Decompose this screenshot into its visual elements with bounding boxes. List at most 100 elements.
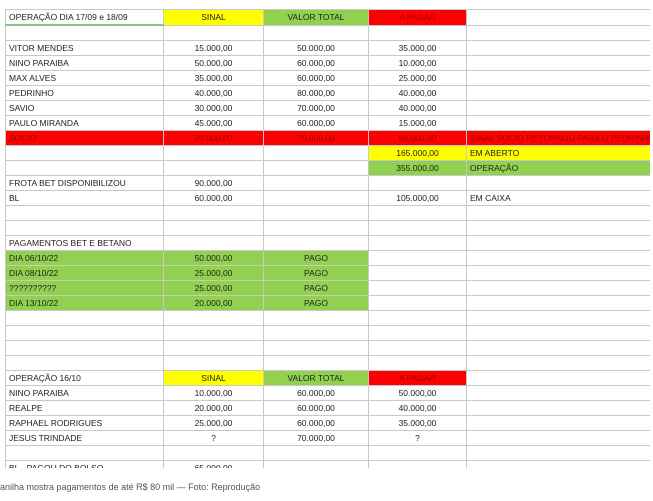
sheet-cell <box>263 340 369 356</box>
sheet-cell: SINAL <box>163 370 264 386</box>
sheet-row: PAGAMENTOS BET E BETANO <box>5 235 650 251</box>
sheet-cell: 60.000,00 <box>263 55 369 71</box>
sheet-cell: 35.000,00 <box>368 415 467 431</box>
sheet-cell <box>368 235 467 251</box>
sheet-cell: SOCIO <box>5 130 164 146</box>
sheet-cell: OPERAÇÃO 16/10 <box>5 370 164 386</box>
photo-caption: anilha mostra pagamentos de até R$ 80 mi… <box>0 482 261 492</box>
sheet-cell <box>466 205 650 221</box>
sheet-cell: EM CAIXA <box>466 190 650 206</box>
sheet-cell <box>263 235 369 251</box>
sheet-cell <box>466 115 650 131</box>
sheet-cell <box>263 24 369 41</box>
sheet-cell: FROTA BET DISPONIBILIZOU <box>5 175 164 191</box>
sheet-cell: 60.000,00 <box>263 415 369 431</box>
sheet-row: JESUS TRINDADE? 70.000,00? <box>5 430 650 446</box>
sheet-row: DIA 13/10/22 20.000,00 PAGO <box>5 295 650 311</box>
sheet-row: OPERAÇÃO DIA 17/09 e 18/09 SINAL VALOR TOT… <box>5 9 650 26</box>
sheet-cell: 25.000,00 <box>163 265 264 281</box>
sheet-cell <box>5 355 164 371</box>
sheet-cell <box>263 325 369 341</box>
sheet-cell: 15.000,00 <box>163 40 264 56</box>
sheet-row <box>5 24 650 41</box>
sheet-cell: NINO PARAIBA <box>5 55 164 71</box>
sheet-cell <box>163 24 264 41</box>
sheet-cell: JESUS TRINDADE <box>5 430 164 446</box>
sheet-cell: NINO PARAIBA <box>5 385 164 401</box>
sheet-cell: DIA 06/10/22 <box>5 250 164 266</box>
sheet-cell: 35.000,00 <box>163 70 264 86</box>
sheet-cell: PAGO <box>263 250 369 266</box>
sheet-cell: 60.000,00 <box>263 400 369 416</box>
sheet-row <box>5 445 650 461</box>
sheet-row <box>5 340 650 356</box>
sheet-cell: ? <box>163 430 264 446</box>
sheet-cell <box>368 220 467 236</box>
sheet-cell: 40.000,00 <box>368 85 467 101</box>
sheet-cell <box>466 85 650 101</box>
sheet-cell: 105.000,00 <box>368 190 467 206</box>
sheet-cell: 40.000,00 <box>368 400 467 416</box>
sheet-cell: SINAL <box>163 9 264 26</box>
sheet-cell <box>368 205 467 221</box>
sheet-row: NINO PARAIBA 10.000,00 60.000,00 50.000,00 <box>5 385 650 401</box>
sheet-cell <box>466 280 650 296</box>
sheet-cell <box>466 325 650 341</box>
sheet-cell <box>466 340 650 356</box>
sheet-cell <box>163 355 264 371</box>
sheet-cell <box>466 445 650 461</box>
sheet-cell: 50.000,00 <box>368 130 467 146</box>
sheet-cell <box>368 355 467 371</box>
sheet-cell <box>368 250 467 266</box>
sheet-cell <box>466 24 650 41</box>
sheet-cell: ?????????? <box>5 280 164 296</box>
sheet-cell <box>466 40 650 56</box>
sheet-cell <box>163 325 264 341</box>
sheet-cell <box>466 175 650 191</box>
sheet-cell <box>368 325 467 341</box>
sheet-cell: 25.000,00 <box>163 415 264 431</box>
sheet-cell <box>5 145 164 161</box>
sheet-cell <box>466 460 650 468</box>
sheet-cell: PAGO <box>263 295 369 311</box>
sheet-row: BL 60.000,00 105.000,00 EM CAIXA <box>5 190 650 206</box>
sheet-cell: RAPHAEL RODRIGUES <box>5 415 164 431</box>
sheet-row: FROTA BET DISPONIBILIZOU 90.000,00 <box>5 175 650 191</box>
sheet-cell: 25.000,00 <box>368 70 467 86</box>
sheet-cell <box>5 340 164 356</box>
sheet-cell: 40.000,00 <box>368 100 467 116</box>
sheet-cell <box>263 445 369 461</box>
sheet-cell <box>466 250 650 266</box>
sheet-cell <box>163 340 264 356</box>
sheet-cell: 20.000,00 <box>163 295 264 311</box>
sheet-row: NINO PARAIBA 50.000,00 60.000,00 10.000,00 <box>5 55 650 71</box>
sheet-row <box>5 220 650 236</box>
sheet-cell <box>5 445 164 461</box>
sheet-cell: 60.000,00 <box>263 385 369 401</box>
sheet-cell <box>5 220 164 236</box>
sheet-cell <box>163 445 264 461</box>
sheet-row: REALPE 20.000,00 60.000,00 40.000,00 <box>5 400 650 416</box>
sheet-row <box>5 355 650 371</box>
sheet-cell: 45.000,00 <box>163 115 264 131</box>
sheet-cell: 35.000,00 <box>368 40 467 56</box>
sheet-cell <box>163 145 264 161</box>
sheet-cell <box>163 205 264 221</box>
sheet-cell <box>466 355 650 371</box>
sheet-cell <box>466 55 650 71</box>
sheet-row: SAVIO 30.000,00 70.000,00 40.000,00 <box>5 100 650 116</box>
sheet-cell: 10.000,00 <box>163 385 264 401</box>
sheet-cell: 50.000,00 <box>163 250 264 266</box>
sheet-cell: PAGAMENTOS BET E BETANO <box>5 235 164 251</box>
sheet-cell <box>263 145 369 161</box>
sheet-row <box>5 205 650 221</box>
sheet-cell: 65.000,00 <box>163 460 264 468</box>
sheet-cell: 355.000,00 <box>368 160 467 176</box>
sheet-row: MAX ALVES 35.000,00 60.000,00 25.000,00 <box>5 70 650 86</box>
sheet-cell <box>466 430 650 446</box>
sheet-row: PAULO MIRANDA 45.000,00 60.000,00 15.000,00 <box>5 115 650 131</box>
sheet-cell <box>466 370 650 386</box>
sheet-cell: 50.000,00 <box>368 385 467 401</box>
sheet-row: 165.000,00 EM ABERTO <box>5 145 650 161</box>
